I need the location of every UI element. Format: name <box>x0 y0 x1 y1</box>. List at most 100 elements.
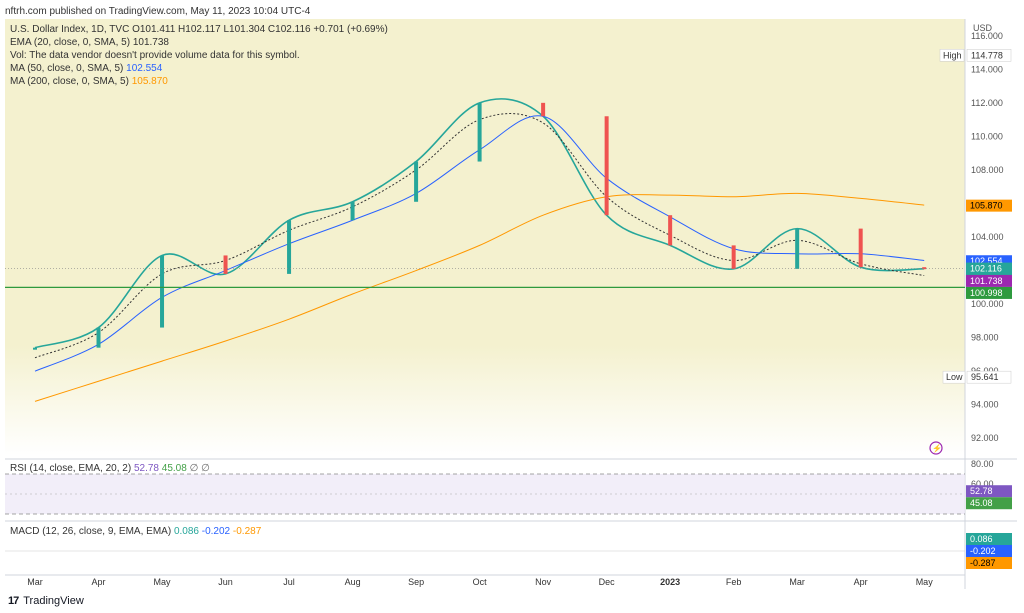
ema-badge[interactable] <box>966 274 1012 287</box>
price-candle[interactable] <box>604 116 609 216</box>
legend-ma50-label: MA (50, close, 0, SMA, 5) <box>10 63 124 74</box>
rsi-ema-value: 45.08 <box>161 463 187 474</box>
legend-ma200-label: MA (200, close, 0, SMA, 5) <box>10 76 129 87</box>
price-candle[interactable] <box>414 161 419 202</box>
price-tick-label: 100.000 <box>971 299 1004 309</box>
macd-hist-value: 0.086 <box>173 526 199 537</box>
rsi-value: 52.78 <box>133 463 159 474</box>
footer-brand: TradingView <box>23 595 84 607</box>
time-axis-label: Nov <box>535 577 552 587</box>
macd-signal-badge[interactable] <box>966 557 1012 569</box>
price-candle[interactable] <box>922 267 927 270</box>
macd-line-badge[interactable] <box>966 545 1012 557</box>
price-tick-label: 104.000 <box>971 232 1004 242</box>
ma200-value: 105.870 <box>970 201 1003 211</box>
rsi-ema-axis-value: 45.08 <box>970 498 993 508</box>
rsi-value-badge[interactable] <box>966 485 1012 498</box>
legend-ma50-value: 102.554 <box>126 63 163 74</box>
support-value: 100.998 <box>970 288 1003 298</box>
price-tick-label: 112.000 <box>971 98 1003 108</box>
time-axis[interactable]: Mar Apr May Jun Jul Aug Sep Oct Nov Dec 2023 Feb Mar… <box>5 574 965 587</box>
price-tick-label: 110.000 <box>971 131 1003 141</box>
time-axis-label: Mar <box>789 577 805 587</box>
price-candle[interactable] <box>96 327 101 348</box>
price-candle[interactable] <box>858 228 863 268</box>
macd-signal-axis-value: -0.287 <box>970 558 996 568</box>
time-axis-label: Sep <box>408 577 424 587</box>
time-axis-label: Oct <box>473 577 488 587</box>
legend-ma50[interactable]: MA (50, close, 0, SMA, 5) 102.554 <box>10 62 388 75</box>
price-candle[interactable] <box>477 102 482 162</box>
time-axis-label: Feb <box>726 577 742 587</box>
rsi-tick-label: 80.00 <box>971 459 994 469</box>
alert-icon-glyph: ⚡ <box>932 443 942 453</box>
time-axis-label: Apr <box>92 577 106 587</box>
published-header: nftrh.com published on TradingView.com, … <box>5 6 311 17</box>
legend-ma200-value: 105.870 <box>131 76 168 87</box>
price-candle[interactable] <box>731 245 736 269</box>
price-tick-label: 98.000 <box>971 333 999 343</box>
macd-legend[interactable]: MACD (12, 26, close, 9, EMA, EMA) 0.086 … <box>10 525 261 538</box>
macd-line-axis-value: -0.202 <box>970 546 996 556</box>
rsi-settings-icon[interactable]: ∅ ∅ <box>189 463 210 474</box>
price-tick-label: 94.000 <box>971 400 999 410</box>
legend-title: U.S. Dollar Index, 1D, TVC O101.411 H102… <box>10 24 388 35</box>
currency-label: USD <box>973 23 993 33</box>
rsi-ema-badge[interactable] <box>966 497 1012 510</box>
time-axis-label: Apr <box>854 577 868 587</box>
legend-ema[interactable]: EMA (20, close, 0, SMA, 5) 101.738 <box>10 36 388 49</box>
ma50-badge[interactable] <box>966 255 1012 268</box>
price-candle[interactable] <box>795 228 800 269</box>
time-axis-label: Dec <box>599 577 616 587</box>
time-axis-label: 2023 <box>660 577 680 587</box>
alert-icon[interactable] <box>929 441 943 455</box>
time-axis-label: Mar <box>27 577 43 587</box>
price-plot[interactable]: ⚡ <box>5 98 965 455</box>
price-candle[interactable] <box>160 255 165 328</box>
price-candle[interactable] <box>287 220 292 274</box>
footer: 17 TradingView <box>8 595 84 607</box>
time-axis-label: Aug <box>345 577 361 587</box>
price-candle[interactable] <box>668 215 673 246</box>
price-tick-label: 116.000 <box>971 31 1003 41</box>
macd-value: -0.202 <box>201 526 231 537</box>
time-axis-label: Jul <box>283 577 295 587</box>
price-candle[interactable] <box>33 347 37 350</box>
price-pane-background <box>5 19 965 455</box>
price-tick-label: 114.000 <box>971 64 1003 74</box>
rsi-axis-value: 52.78 <box>970 486 993 496</box>
legend-ema-value: 101.738 <box>132 37 169 48</box>
ma200-line[interactable] <box>34 192 925 402</box>
low-value-badge <box>966 370 1012 384</box>
macd-signal-value: -0.287 <box>232 526 262 537</box>
rsi-label: RSI (14, close, EMA, 20, 2) <box>10 463 132 474</box>
macd-hist-axis-value: 0.086 <box>970 534 993 544</box>
chart-legend: U.S. Dollar Index, 1D, TVC O101.411 H102… <box>10 23 388 88</box>
low-label: Low <box>946 372 963 382</box>
ma200-badge[interactable] <box>966 199 1012 212</box>
high-value: 114.778 <box>971 50 1003 60</box>
high-badge <box>939 49 965 62</box>
time-axis-label: May <box>916 577 934 587</box>
high-value-badge <box>966 49 1012 62</box>
legend-ema-label: EMA (20, close, 0, SMA, 5) <box>10 37 131 48</box>
rsi-tick-label: 60.00 <box>971 479 994 489</box>
legend-ma200[interactable]: MA (200, close, 0, SMA, 5) 105.870 <box>10 75 388 88</box>
price-candle[interactable] <box>541 102 546 117</box>
macd-pane[interactable]: 0.086-0.202-0.287 <box>5 520 1017 569</box>
legend-vol[interactable]: Vol: The data vendor doesn't provide vol… <box>10 50 300 61</box>
high-label: High <box>943 50 962 60</box>
price-candle[interactable] <box>223 255 228 274</box>
time-axis-label: May <box>154 577 172 587</box>
macd-hist-badge[interactable] <box>966 533 1012 545</box>
support-badge[interactable] <box>966 286 1012 299</box>
rsi-legend[interactable]: RSI (14, close, EMA, 20, 2) 52.78 45.08 … <box>10 462 210 475</box>
price-candle[interactable] <box>350 201 355 221</box>
last-price-value: 102.116 <box>970 264 1002 274</box>
ma50-value: 102.554 <box>970 256 1003 266</box>
tradingview-logo-icon: 17 <box>8 595 19 607</box>
